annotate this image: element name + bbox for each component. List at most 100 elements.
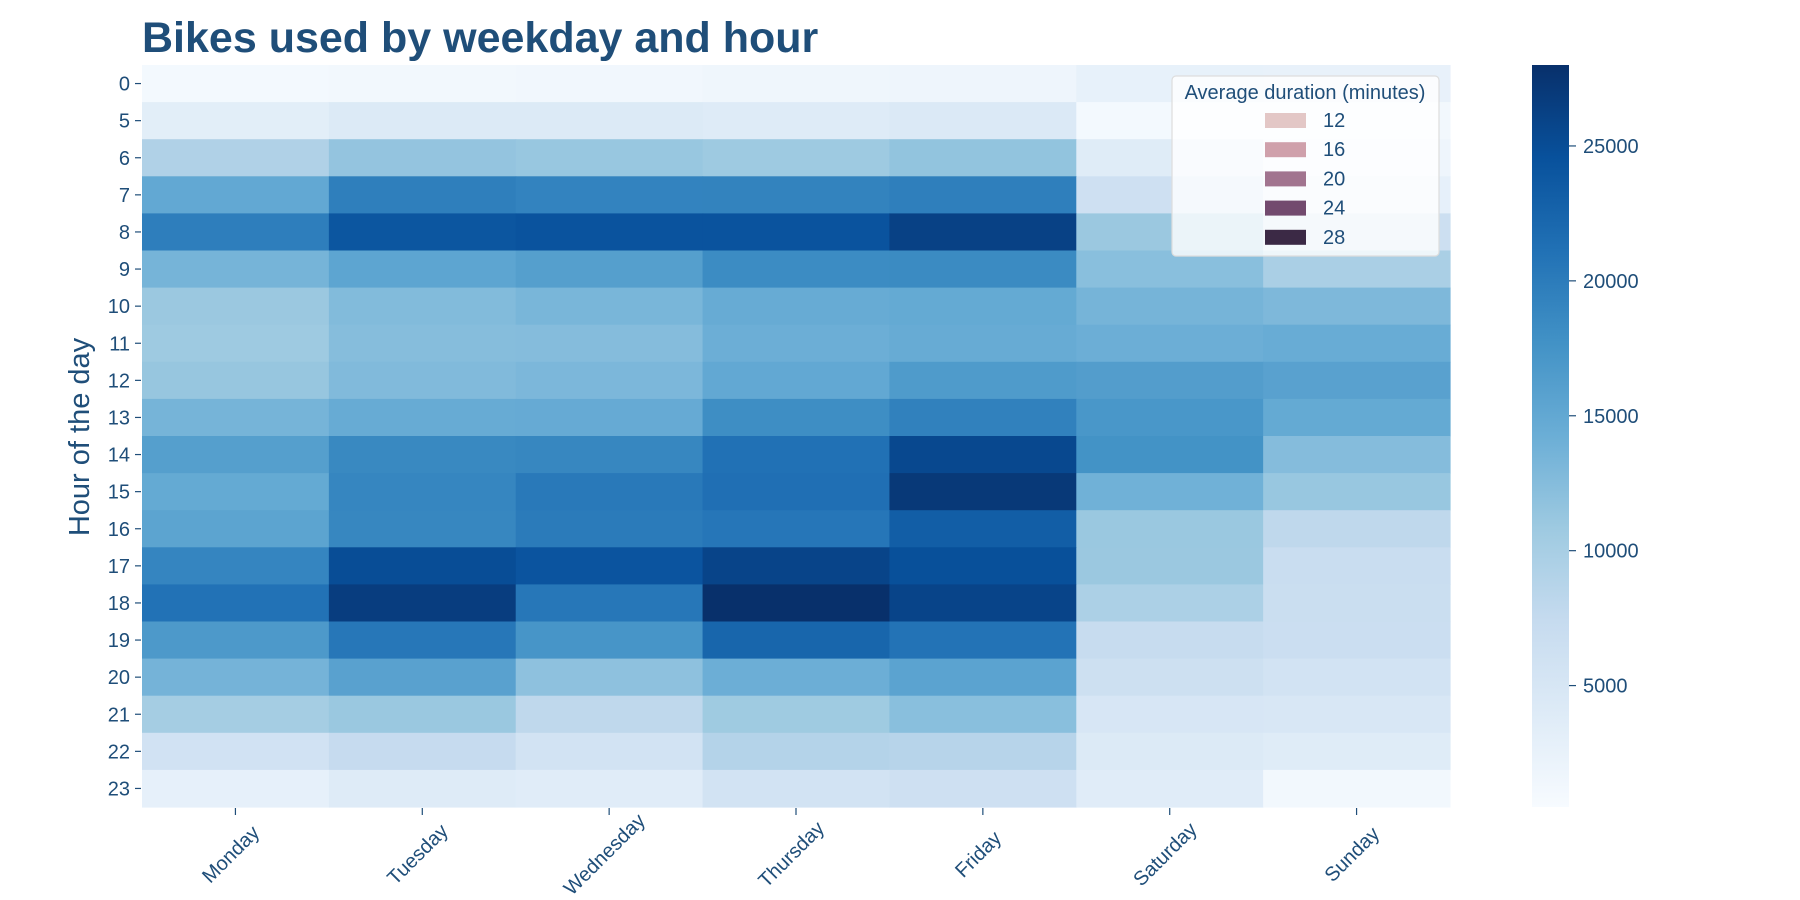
y-tick-label: 10 xyxy=(108,296,130,318)
heatmap-cell xyxy=(889,102,1077,140)
heatmap-cell xyxy=(328,695,517,734)
heatmap-cell xyxy=(1076,510,1264,548)
x-axis: Monday Tuesday Wednesday Thursday Friday Satu… xyxy=(198,808,1384,900)
heatmap-cell xyxy=(1076,658,1264,697)
heatmap-cell xyxy=(515,102,704,140)
heatmap-cell xyxy=(515,658,704,697)
heatmap-cell xyxy=(889,769,1077,808)
y-tick-label: 20 xyxy=(108,667,130,689)
y-tick-label: 18 xyxy=(108,593,130,615)
heatmap-cell xyxy=(889,473,1077,511)
heatmap-cell xyxy=(889,658,1077,697)
heatmap-cell xyxy=(702,287,891,326)
heatmap-cell xyxy=(1076,584,1264,623)
heatmap-cell xyxy=(328,436,517,474)
heatmap-cell xyxy=(328,473,517,511)
y-tick-label: 9 xyxy=(119,259,130,281)
heatmap-cell xyxy=(1076,361,1264,400)
legend-swatch xyxy=(1265,113,1306,128)
heatmap-cell xyxy=(1263,436,1451,474)
heatmap-cell xyxy=(1263,398,1451,437)
heatmap-cell xyxy=(515,361,704,400)
y-axis: 0 5 6 7 8 9 10 11 12 13 14 15 16 17 18 19 20 21 22 23 xyxy=(108,74,141,800)
heatmap-cell xyxy=(1076,732,1264,771)
y-tick-label: 6 xyxy=(119,148,130,170)
heatmap-cell xyxy=(515,139,704,177)
heatmap-cell xyxy=(1076,473,1264,511)
x-tick-label: Saturday xyxy=(1129,819,1201,891)
legend-swatch xyxy=(1265,171,1306,187)
heatmap-cell xyxy=(515,398,704,437)
heatmap-cell xyxy=(1263,361,1451,400)
legend-swatch xyxy=(1265,229,1306,245)
heatmap-cell xyxy=(889,584,1077,623)
legend-label: 16 xyxy=(1323,139,1345,161)
legend-swatch xyxy=(1265,142,1306,158)
heatmap-cell xyxy=(142,732,330,771)
heatmap-cell xyxy=(142,398,330,437)
heatmap-cell xyxy=(328,65,517,103)
heatmap-cell xyxy=(702,361,891,400)
heatmap-cell xyxy=(142,250,330,289)
colorbar-gradient xyxy=(1532,65,1569,807)
heatmap-cell xyxy=(328,621,517,660)
y-tick-label: 23 xyxy=(108,778,130,800)
heatmap-cells xyxy=(142,65,1451,808)
heatmap-cell xyxy=(889,139,1077,177)
heatmap-cell xyxy=(328,213,517,252)
heatmap-cell xyxy=(1076,287,1264,326)
heatmap-cell xyxy=(702,658,891,697)
heatmap-cell xyxy=(515,732,704,771)
heatmap-cell xyxy=(142,473,330,511)
heatmap-cell xyxy=(328,732,517,771)
legend-frame xyxy=(1171,75,1440,257)
heatmap-cell xyxy=(889,732,1077,771)
colorbar-tick-label: 10000 xyxy=(1583,541,1639,563)
y-tick-label: 12 xyxy=(108,370,130,392)
legend-entries: 12 16 20 24 28 xyxy=(1265,110,1345,249)
heatmap-cell xyxy=(702,398,891,437)
heatmap-cell xyxy=(1076,547,1264,585)
heatmap-cell xyxy=(889,213,1077,252)
heatmap-cell xyxy=(515,584,704,623)
heatmap-cell xyxy=(702,324,891,363)
heatmap-cell xyxy=(889,510,1077,548)
heatmap-cell xyxy=(889,695,1077,734)
y-tick-label: 15 xyxy=(108,482,130,504)
heatmap-cell xyxy=(889,547,1077,585)
heatmap-cell xyxy=(1263,473,1451,511)
heatmap-cell xyxy=(1076,436,1264,474)
legend-swatch xyxy=(1265,200,1306,216)
heatmap-cell xyxy=(702,695,891,734)
heatmap-cell xyxy=(142,65,330,103)
heatmap-cell xyxy=(142,510,330,548)
heatmap-cell xyxy=(1263,769,1451,808)
y-tick-label: 19 xyxy=(108,630,130,652)
heatmap-cell xyxy=(702,176,891,214)
y-tick-label: 11 xyxy=(109,333,130,355)
heatmap-cell xyxy=(142,287,330,326)
heatmap-cell xyxy=(328,361,517,400)
colorbar-tick-label: 15000 xyxy=(1583,406,1639,428)
heatmap-cell xyxy=(1076,769,1264,808)
heatmap-cell xyxy=(515,510,704,548)
heatmap-cell xyxy=(515,695,704,734)
heatmap-cell xyxy=(328,584,517,623)
heatmap-cell xyxy=(1263,287,1451,326)
heatmap-cell xyxy=(702,621,891,660)
heatmap-cell xyxy=(1263,547,1451,585)
heatmap-cell xyxy=(515,176,704,214)
y-tick-label: 22 xyxy=(108,741,130,763)
heatmap-cell xyxy=(702,65,891,103)
heatmap-cell xyxy=(515,65,704,103)
heatmap-cell xyxy=(328,547,517,585)
heatmap-cell xyxy=(142,436,330,474)
heatmap-cell xyxy=(1263,510,1451,548)
legend-label: 28 xyxy=(1323,227,1345,249)
heatmap-cell xyxy=(142,102,330,140)
heatmap-cell xyxy=(515,287,704,326)
heatmap-cell xyxy=(889,621,1077,660)
heatmap-cell xyxy=(142,361,330,400)
heatmap-cell xyxy=(328,139,517,177)
